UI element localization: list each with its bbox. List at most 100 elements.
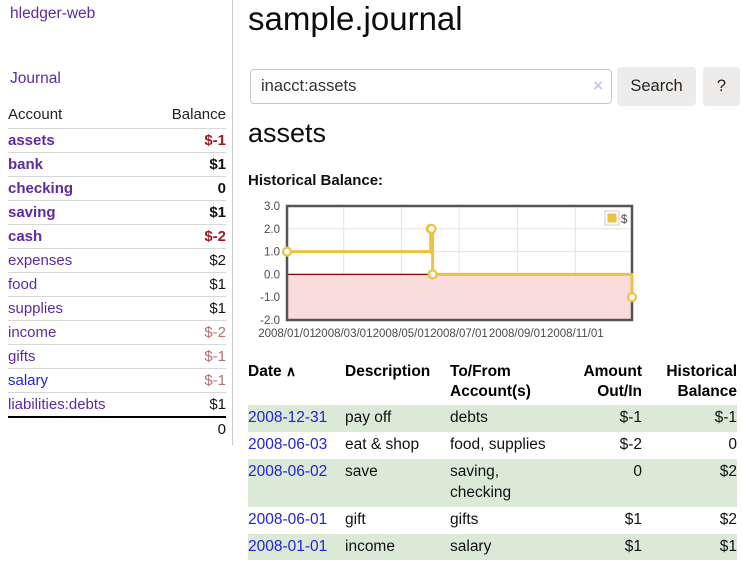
register-header-accounts: To/From Account(s) [450, 363, 531, 401]
transaction-description: income [345, 537, 395, 555]
account-row: gifts $-1 [8, 344, 226, 369]
x-tick-label: 2008/03/01 [315, 328, 373, 340]
account-link[interactable]: checking [8, 180, 74, 197]
data-point [626, 292, 638, 303]
sort-asc-icon: ∧ [285, 363, 297, 379]
transaction-date-link[interactable]: 2008-06-01 [248, 510, 328, 528]
account-link[interactable]: assets [8, 132, 55, 149]
account-row: checking 0 [8, 176, 226, 201]
accounts-total-spacer [8, 416, 149, 441]
register-row: 2008-06-01 gift gifts $1 $2 [248, 507, 737, 534]
search-input[interactable] [250, 69, 612, 104]
brand-link[interactable]: hledger-web [10, 5, 96, 22]
account-row: cash $-2 [8, 224, 226, 249]
transaction-date-link[interactable]: 2008-06-03 [248, 435, 328, 453]
transaction-balance: $-1 [714, 408, 737, 426]
y-tick-label: 0.0 [264, 269, 280, 281]
account-link[interactable]: supplies [8, 300, 64, 317]
y-tick-label: 2.0 [264, 224, 280, 236]
account-row: liabilities:debts $1 [8, 392, 226, 417]
transaction-description: pay off [345, 408, 392, 426]
accounts-header-balance: Balance [171, 106, 226, 123]
accounts-table: Account Balance assets $-1 bank $1 checking 0… [8, 103, 226, 441]
register-table: Date ∧ Description To/From Account(s) Am… [248, 360, 737, 561]
register-header-balance: Historical Balance [666, 363, 737, 401]
account-balance: $1 [209, 300, 226, 317]
transaction-amount: $1 [624, 510, 642, 528]
transaction-accounts: gifts [450, 510, 479, 528]
sidebar-item-journal[interactable]: Journal [10, 70, 61, 87]
x-tick-label: 2008/07/01 [430, 328, 488, 340]
register-header-date[interactable]: Date ∧ [248, 360, 345, 405]
data-point [426, 223, 437, 234]
search-button[interactable]: Search [617, 67, 696, 106]
transaction-balance: $2 [719, 510, 737, 528]
account-balance: 0 [217, 180, 226, 197]
data-point [427, 269, 438, 280]
account-row: saving $1 [8, 200, 226, 225]
account-balance: $-1 [204, 348, 226, 365]
account-balance: $1 [209, 204, 226, 221]
legend-label: $ [621, 214, 628, 226]
transaction-date-cell: 2008-12-31 [248, 405, 345, 432]
x-tick-label: 2008/01/01 [258, 328, 316, 340]
transaction-amount: $1 [624, 537, 642, 555]
transaction-accounts: debts [450, 408, 488, 426]
transaction-balance: $2 [719, 462, 737, 480]
register-row: 2008-12-31 pay off debts $-1 $-1 [248, 404, 737, 432]
legend-swatch [607, 213, 617, 223]
transaction-date-link[interactable]: 2008-12-31 [248, 408, 328, 426]
plot-border [285, 204, 634, 322]
register-row: 2008-06-02 save saving, checking 0 $2 [248, 458, 737, 507]
accounts-total-value: 0 [148, 416, 226, 441]
account-balance: $-2 [204, 228, 226, 245]
account-link[interactable]: gifts [8, 348, 36, 365]
data-point [281, 246, 293, 257]
transaction-date-cell: 2008-01-01 [248, 534, 345, 561]
clear-search-icon[interactable]: × [593, 76, 603, 95]
x-tick-label: 2008/05/01 [373, 328, 431, 340]
account-link[interactable]: food [8, 276, 38, 293]
account-balance: $2 [209, 252, 226, 269]
account-row: expenses $2 [8, 248, 226, 273]
x-tick-label: 2008/09/01 [489, 328, 547, 340]
y-tick-label: -1.0 [260, 292, 280, 304]
x-tick-label: 2008/11/01 [547, 328, 604, 340]
account-link[interactable]: income [8, 324, 57, 341]
transaction-description: eat & shop [345, 435, 420, 453]
account-link[interactable]: expenses [8, 252, 73, 269]
register-header-amount: Amount Out/In [583, 363, 642, 401]
y-tick-label: 1.0 [264, 247, 280, 259]
transaction-balance: $1 [719, 537, 737, 555]
transaction-amount: $-2 [619, 435, 642, 453]
account-row: salary $-1 [8, 368, 226, 393]
register-header-description: Description [345, 363, 431, 380]
transaction-accounts: salary [450, 537, 492, 555]
account-link[interactable]: salary [8, 372, 49, 389]
chart-label: Historical Balance: [248, 172, 384, 189]
sidebar: hledger-web Journal Account Balance asse… [0, 0, 233, 445]
help-button[interactable]: ? [703, 67, 740, 106]
y-tick-label: 3.0 [264, 201, 280, 213]
account-row: assets $-1 [8, 128, 226, 153]
search-form: × Search ? [248, 67, 742, 107]
register-row: 2008-06-03 eat & shop food, supplies $-2 0 [248, 432, 737, 459]
account-balance: $-2 [204, 324, 226, 341]
accounts-total-row: 0 [8, 416, 226, 441]
transaction-date-cell: 2008-06-03 [248, 432, 345, 459]
accounts-header-account: Account [8, 106, 63, 123]
accounts-header-row: Account Balance [8, 103, 226, 129]
transaction-date-link[interactable]: 2008-06-02 [248, 462, 328, 480]
account-balance: $-1 [204, 132, 226, 149]
transaction-description: save [345, 462, 378, 480]
account-heading: assets [248, 118, 327, 148]
transaction-date-link[interactable]: 2008-01-01 [248, 537, 328, 555]
account-balance: $-1 [204, 372, 226, 389]
account-row: supplies $1 [8, 296, 226, 321]
account-link[interactable]: cash [8, 228, 43, 245]
account-link[interactable]: liabilities:debts [8, 396, 106, 413]
transaction-description: gift [345, 510, 366, 528]
account-link[interactable]: bank [8, 156, 44, 173]
account-link[interactable]: saving [8, 204, 56, 221]
